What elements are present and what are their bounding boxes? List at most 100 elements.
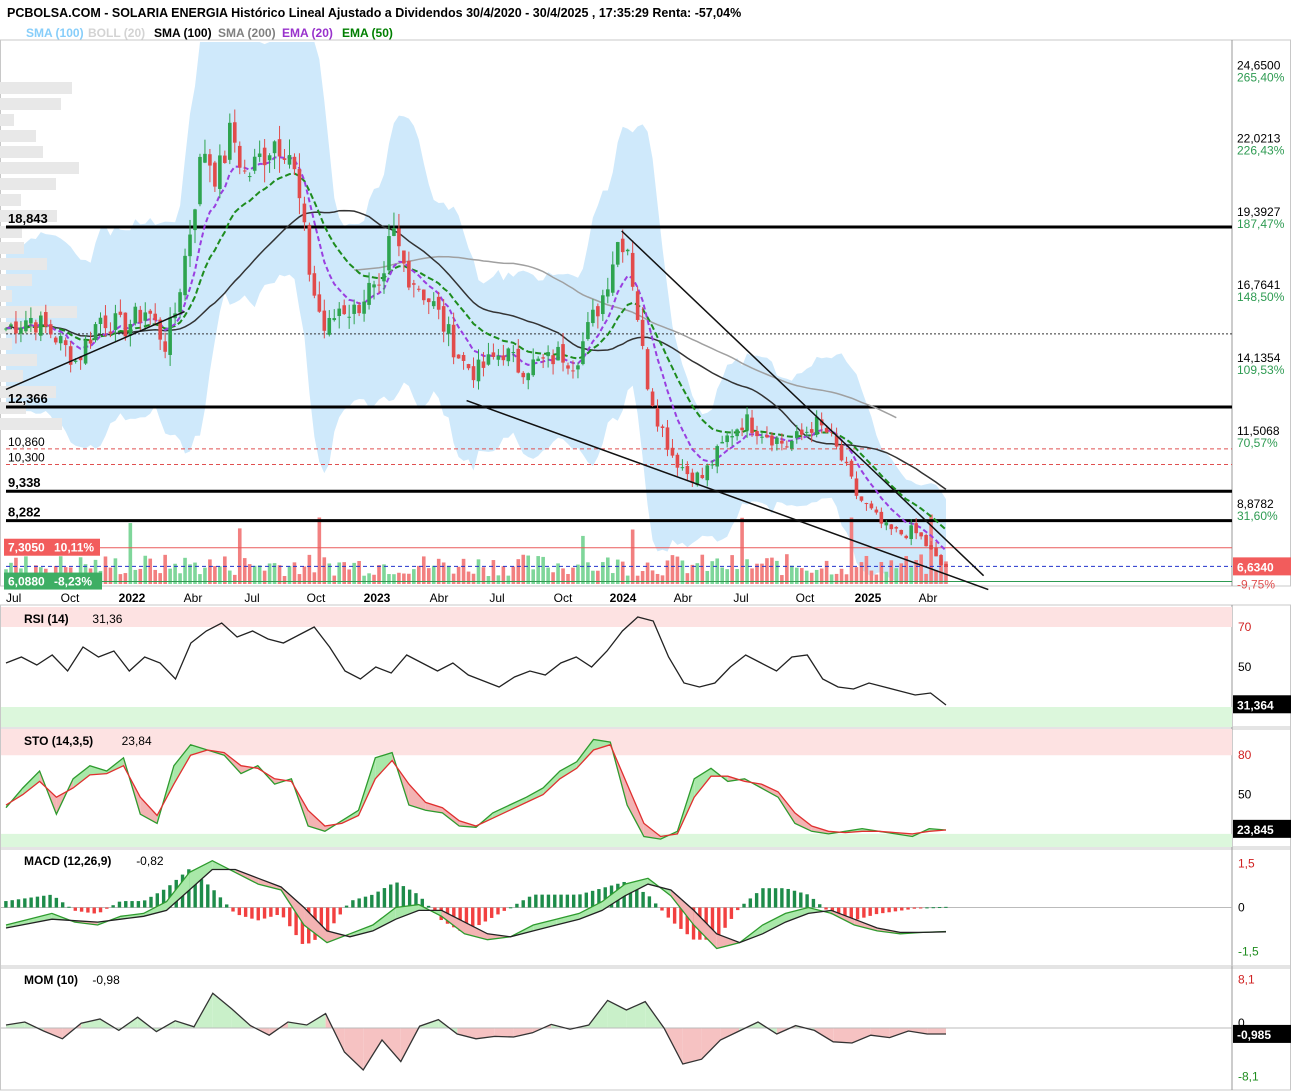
candle-body xyxy=(605,289,610,297)
x-tick-label: Jul xyxy=(733,591,748,605)
volume-profile-bar xyxy=(0,226,22,238)
candle-body xyxy=(829,431,834,433)
volume-bar xyxy=(367,573,371,584)
macd-histogram-bar xyxy=(477,907,481,926)
volume-bar xyxy=(809,572,814,584)
chart-title: PCBOLSA.COM - SOLARIA ENERGIA Histórico … xyxy=(7,6,741,20)
candle-body xyxy=(620,238,625,253)
volume-bar xyxy=(640,571,645,584)
volume-profile-bar xyxy=(0,210,57,222)
rsi-panel[interactable]: RSI (14) 31,36 70 50 31,364 xyxy=(1,607,1291,727)
candle-body xyxy=(133,306,138,324)
candle-body xyxy=(322,310,327,331)
macd-histogram-bar xyxy=(603,887,607,908)
macd-histogram-bar xyxy=(647,896,652,908)
volume-bar xyxy=(441,562,446,584)
macd-fill xyxy=(533,919,557,931)
candle-body xyxy=(839,445,844,461)
macd-histogram-bar xyxy=(199,879,204,908)
volume-bar xyxy=(735,569,739,584)
legend-item: SMA (200) xyxy=(218,26,276,40)
volume-bar xyxy=(576,564,580,584)
volume-bar xyxy=(168,568,172,584)
macd-histogram-bar xyxy=(571,894,576,908)
volume-profile-bar xyxy=(0,194,21,206)
candle-body xyxy=(19,327,23,334)
macd-histogram-bar xyxy=(767,888,771,908)
candle-body xyxy=(720,441,724,444)
candle-body xyxy=(491,352,496,357)
x-tick-label: Oct xyxy=(796,591,815,605)
candle-body xyxy=(128,324,133,336)
high-marker-pct: 10,11% xyxy=(54,541,94,555)
macd-histogram-bar xyxy=(635,888,639,908)
candle-body xyxy=(884,522,889,526)
macd-histogram-bar xyxy=(881,907,885,914)
y-tick-pct: 226,43% xyxy=(1237,144,1285,158)
volume-bar xyxy=(859,562,864,584)
high-marker-value: 7,3050 xyxy=(8,541,45,555)
candle-body xyxy=(710,464,715,466)
volume-bar xyxy=(849,517,854,584)
sto-panel[interactable]: STO (14,3,5) 23,84 80 50 23,845 xyxy=(1,729,1291,847)
candle-body xyxy=(347,316,351,318)
macd-fill xyxy=(487,933,511,940)
volume-bar xyxy=(342,562,347,584)
candle-body xyxy=(377,284,381,286)
macd-histogram-bar xyxy=(805,894,809,908)
macd-histogram-bar xyxy=(23,898,27,908)
macd-histogram-bar xyxy=(4,901,8,908)
macd-histogram-bar xyxy=(237,907,242,916)
candle-body xyxy=(456,354,461,359)
y-tick-label: 19,3927 xyxy=(1237,205,1281,219)
macd-histogram-bar xyxy=(420,898,424,908)
volume-bar xyxy=(123,573,128,584)
macd-fill xyxy=(6,919,29,928)
mom-fill xyxy=(889,1028,909,1038)
candle-body xyxy=(232,122,237,143)
candle-body xyxy=(237,145,242,168)
volume-bar xyxy=(755,563,759,584)
candle-body xyxy=(526,373,531,381)
candle-body xyxy=(178,292,182,313)
mom-tick-bottom: -8,1 xyxy=(1238,1070,1259,1084)
volume-bar xyxy=(586,562,590,584)
macd-panel[interactable]: MACD (12,26,9) -0,82 1,5 0 -1,5 xyxy=(1,854,1259,958)
macd-histogram-bar xyxy=(534,894,538,908)
sto-fill xyxy=(274,778,292,785)
macd-histogram-bar xyxy=(540,894,544,908)
candle-body xyxy=(441,306,446,332)
low-marker-badge xyxy=(4,572,102,590)
candle-body xyxy=(118,311,123,315)
volume-bar xyxy=(511,566,516,584)
volume-bar xyxy=(551,572,555,584)
macd-fill xyxy=(258,878,282,890)
candle-body xyxy=(78,356,83,361)
mom-panel[interactable]: MOM (10) -0,98 8,1 0 -8,1 -0,985 xyxy=(1,972,1291,1084)
macd-histogram-bar xyxy=(855,907,860,920)
volume-bar xyxy=(889,560,894,584)
volume-bar xyxy=(128,523,133,584)
volume-bar xyxy=(481,567,486,584)
macd-histogram-bar xyxy=(142,900,147,908)
macd-fill xyxy=(716,933,740,949)
macd-histogram-bar xyxy=(578,894,582,908)
volume-bar xyxy=(645,562,650,584)
candle-body xyxy=(934,547,938,557)
volume-bar xyxy=(203,567,207,584)
candle-body xyxy=(14,321,18,334)
macd-histogram-bar xyxy=(86,907,90,913)
volume-bar xyxy=(794,567,799,584)
macd-histogram-bar xyxy=(35,896,40,908)
candle-body xyxy=(556,346,560,361)
macd-histogram-bar xyxy=(382,888,387,908)
sto-fill xyxy=(576,739,594,769)
volume-bar xyxy=(715,558,720,584)
volume-bar xyxy=(914,560,918,584)
macd-histogram-bar xyxy=(250,907,254,919)
sto-current-badge xyxy=(1233,819,1291,838)
macd-histogram-bar xyxy=(218,897,223,908)
macd-histogram-bar xyxy=(54,897,59,908)
